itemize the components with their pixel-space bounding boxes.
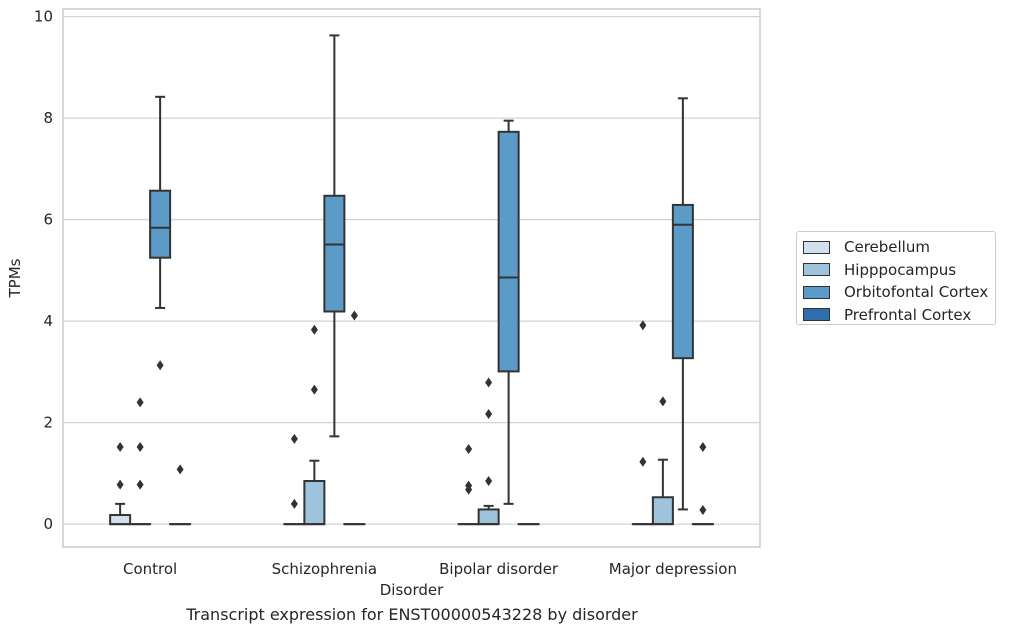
legend-label: Hipppocampus bbox=[844, 260, 957, 279]
x-tick-label: Schizophrenia bbox=[272, 560, 377, 578]
y-tick-label: 6 bbox=[43, 211, 53, 229]
outlier-point bbox=[659, 396, 667, 407]
box bbox=[477, 508, 500, 526]
outlier-point bbox=[350, 310, 358, 321]
outlier-point bbox=[485, 409, 493, 420]
x-tick-label: Control bbox=[123, 560, 177, 578]
legend-item: Prefrontal Cortex bbox=[803, 304, 989, 327]
y-tick-labels: 0 2 4 6 8 10 bbox=[34, 8, 53, 534]
y-tick-label: 0 bbox=[43, 515, 53, 533]
x-tick-labels: Control Schizophrenia Bipolar disorder Majo… bbox=[123, 560, 737, 578]
outlier-point bbox=[485, 377, 493, 388]
legend-swatch bbox=[803, 263, 830, 277]
legend-label: Prefrontal Cortex bbox=[844, 305, 972, 324]
outlier-point bbox=[136, 442, 144, 453]
legend-swatch bbox=[803, 240, 830, 254]
box bbox=[149, 189, 172, 259]
outlier-point bbox=[699, 504, 707, 515]
x-axis-label: Disorder bbox=[380, 581, 444, 599]
legend-item: Hipppocampus bbox=[803, 259, 989, 282]
box bbox=[651, 496, 674, 526]
outlier-point bbox=[465, 484, 473, 495]
outlier-point bbox=[136, 479, 144, 490]
outlier-point bbox=[116, 442, 124, 453]
legend-label: Orbitofontal Cortex bbox=[844, 283, 989, 302]
x-tick-label: Major depression bbox=[609, 560, 737, 578]
y-tick-label: 4 bbox=[43, 312, 53, 330]
y-tick-label: 8 bbox=[43, 109, 53, 127]
outlier-point bbox=[699, 442, 707, 453]
y-tick-label: 10 bbox=[34, 8, 53, 26]
legend-swatch bbox=[803, 308, 830, 322]
box bbox=[323, 194, 346, 313]
outlier-point bbox=[310, 324, 318, 335]
chart-caption: Transcript expression for ENST0000054322… bbox=[186, 605, 638, 624]
outlier-point bbox=[465, 444, 473, 455]
outlier-point bbox=[176, 464, 184, 475]
box bbox=[303, 480, 326, 526]
box bbox=[497, 130, 520, 373]
boxplot-marks bbox=[109, 34, 714, 526]
box bbox=[109, 514, 132, 526]
outlier-point bbox=[290, 498, 298, 509]
outlier-point bbox=[485, 476, 493, 487]
outlier-point bbox=[310, 384, 318, 395]
y-tick-label: 2 bbox=[43, 414, 53, 432]
outlier-point bbox=[116, 479, 124, 490]
y-gridlines bbox=[63, 16, 760, 525]
outlier-point bbox=[290, 433, 298, 444]
outlier-point bbox=[639, 320, 647, 331]
legend-swatch bbox=[803, 285, 830, 299]
outlier-point bbox=[156, 360, 164, 371]
plot-area-frame bbox=[62, 8, 761, 548]
box bbox=[671, 203, 694, 360]
outlier-point bbox=[136, 397, 144, 408]
legend-label: Cerebellum bbox=[844, 238, 930, 257]
x-tick-label: Bipolar disorder bbox=[439, 560, 559, 578]
outlier-point bbox=[639, 456, 647, 467]
legend-item: Cerebellum bbox=[803, 236, 989, 259]
legend-item: Orbitofontal Cortex bbox=[803, 281, 989, 304]
y-axis-label: TPMs bbox=[6, 258, 24, 298]
legend: Cerebellum Hipppocampus Orbitofontal Corte… bbox=[796, 231, 996, 325]
